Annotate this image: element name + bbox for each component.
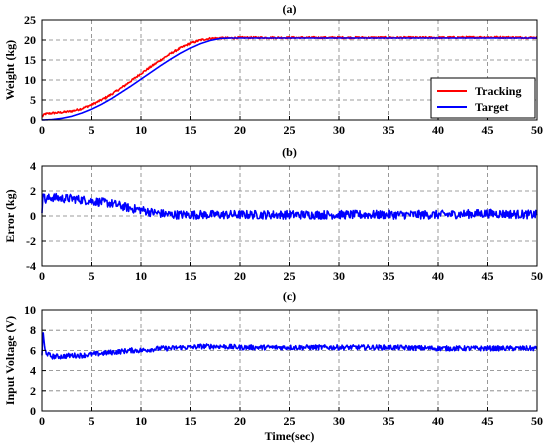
x-tick-label: 50 [531,269,543,283]
y-tick-label: 4 [30,364,36,378]
x-tick-label: 40 [432,123,444,137]
chart-title: (b) [282,145,297,159]
x-tick-label: 15 [185,269,197,283]
y-tick-label: 5 [30,93,36,107]
y-tick-label: 10 [24,73,36,87]
series-line-trace [41,192,538,220]
y-tick-label: 2 [30,184,36,198]
y-axis-label: Error (kg) [3,189,17,242]
x-tick-label: 10 [135,414,147,428]
x-tick-label: 45 [482,123,494,137]
series-line-target [41,37,538,121]
y-axis-label: Weight (kg) [3,40,17,100]
x-tick-label: 50 [531,123,543,137]
y-tick-label: 0 [30,404,36,418]
x-tick-label: 15 [185,123,197,137]
x-axis-label: Time(sec) [265,429,315,443]
x-tick-label: 0 [39,414,45,428]
x-tick-label: 20 [234,269,246,283]
legend-label-target: Target [475,100,509,114]
x-tick-label: 20 [234,123,246,137]
y-tick-label: -4 [26,259,36,273]
x-tick-label: 0 [39,269,45,283]
y-tick-label: 4 [30,159,36,173]
x-tick-label: 20 [234,414,246,428]
y-tick-label: -2 [26,234,36,248]
x-tick-label: 35 [383,414,395,428]
y-tick-label: 0 [30,209,36,223]
x-tick-label: 35 [383,123,395,137]
x-tick-label: 10 [135,269,147,283]
chart-title: (a) [283,2,297,16]
x-tick-label: 30 [333,123,345,137]
x-tick-label: 35 [383,269,395,283]
x-tick-label: 10 [135,123,147,137]
x-tick-label: 50 [531,414,543,428]
chart-panel-b: 0 5 10 15 20 25 30 35 40 45 50 -4 -2 0 2 4 (b) Error (kg) [3,145,543,283]
chart-panel-c: 0 5 10 15 20 25 30 35 40 45 50 0 2 4 6 8 10 (c) Input Volt… [3,289,543,443]
y-tick-label: 8 [30,323,36,337]
legend-box [430,77,536,119]
x-tick-label: 0 [39,123,45,137]
y-tick-label: 25 [24,13,36,27]
y-tick-label: 10 [24,303,36,317]
x-tick-label: 5 [89,123,95,137]
x-tick-label: 30 [333,269,345,283]
x-tick-label: 25 [284,123,296,137]
x-tick-label: 5 [89,269,95,283]
x-tick-label: 45 [482,269,494,283]
x-tick-label: 45 [482,414,494,428]
chart-panel-a: 0 5 10 15 20 25 30 35 40 45 50 0 5 10 15 20 25 (a) Weight … [3,2,543,137]
x-tick-label: 15 [185,414,197,428]
x-tick-label: 5 [89,414,95,428]
x-tick-label: 40 [432,414,444,428]
y-tick-label: 0 [30,113,36,127]
legend-label-tracking: Tracking [475,84,521,98]
series-line-trace [41,332,538,360]
x-tick-label: 30 [333,414,345,428]
x-tick-label: 40 [432,269,444,283]
legend: Tracking Target [430,77,536,119]
x-tick-label: 25 [284,414,296,428]
y-tick-label: 20 [24,33,36,47]
y-tick-label: 6 [30,343,36,357]
y-axis-label: Input Voltage (V) [3,316,17,405]
y-tick-label: 2 [30,384,36,398]
y-tick-label: 15 [24,53,36,67]
x-tick-label: 25 [284,269,296,283]
chart-title: (c) [283,289,296,303]
